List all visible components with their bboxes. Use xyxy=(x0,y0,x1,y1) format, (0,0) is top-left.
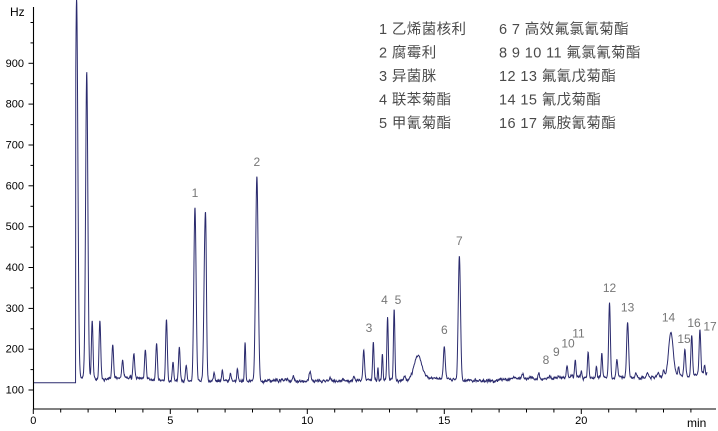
svg-text:0: 0 xyxy=(30,415,36,427)
svg-text:15: 15 xyxy=(677,332,691,346)
svg-text:500: 500 xyxy=(6,221,24,233)
svg-text:3 异菌脒: 3 异菌脒 xyxy=(379,68,437,85)
svg-text:400: 400 xyxy=(6,262,24,274)
svg-text:200: 200 xyxy=(6,344,24,356)
svg-text:5: 5 xyxy=(167,415,173,427)
svg-text:6: 6 xyxy=(441,323,448,337)
svg-text:100: 100 xyxy=(6,385,24,397)
svg-text:5 甲氰菊酯: 5 甲氰菊酯 xyxy=(379,115,452,132)
svg-text:13: 13 xyxy=(621,301,635,315)
svg-text:2 腐霉利: 2 腐霉利 xyxy=(379,44,437,62)
svg-text:12: 12 xyxy=(603,281,617,295)
svg-text:10: 10 xyxy=(301,415,313,427)
svg-text:Hz: Hz xyxy=(10,5,25,19)
svg-text:8: 8 xyxy=(543,353,550,367)
svg-text:800: 800 xyxy=(6,99,24,111)
svg-text:4 联苯菊酯: 4 联苯菊酯 xyxy=(379,92,452,109)
svg-text:1 乙烯菌核利: 1 乙烯菌核利 xyxy=(379,21,466,38)
svg-text:600: 600 xyxy=(6,180,24,192)
svg-text:16 17 氟胺氰菊酯: 16 17 氟胺氰菊酯 xyxy=(499,115,616,132)
svg-text:8 9 10 11 氟氯氰菊酯: 8 9 10 11 氟氯氰菊酯 xyxy=(499,45,641,62)
svg-text:6 7 高效氟氯氰菊酯: 6 7 高效氟氯氰菊酯 xyxy=(499,21,629,38)
svg-text:300: 300 xyxy=(6,303,24,315)
svg-text:7: 7 xyxy=(456,234,463,248)
svg-text:9: 9 xyxy=(553,345,560,359)
svg-text:2: 2 xyxy=(254,155,261,169)
svg-text:4: 4 xyxy=(381,293,388,307)
svg-text:900: 900 xyxy=(6,58,24,70)
svg-text:1: 1 xyxy=(192,186,199,200)
svg-text:min: min xyxy=(687,416,706,430)
svg-text:16: 16 xyxy=(687,316,701,330)
svg-text:14: 14 xyxy=(662,311,676,325)
svg-text:12 13 氟氰戊菊酯: 12 13 氟氰戊菊酯 xyxy=(499,68,616,85)
svg-text:3: 3 xyxy=(366,321,373,335)
svg-text:5: 5 xyxy=(395,293,402,307)
svg-text:20: 20 xyxy=(575,415,587,427)
svg-text:14 15 氰戊菊酯: 14 15 氰戊菊酯 xyxy=(499,92,601,109)
svg-text:17: 17 xyxy=(703,320,717,334)
svg-text:11: 11 xyxy=(572,327,585,341)
svg-text:15: 15 xyxy=(438,415,450,427)
svg-text:700: 700 xyxy=(6,140,24,152)
